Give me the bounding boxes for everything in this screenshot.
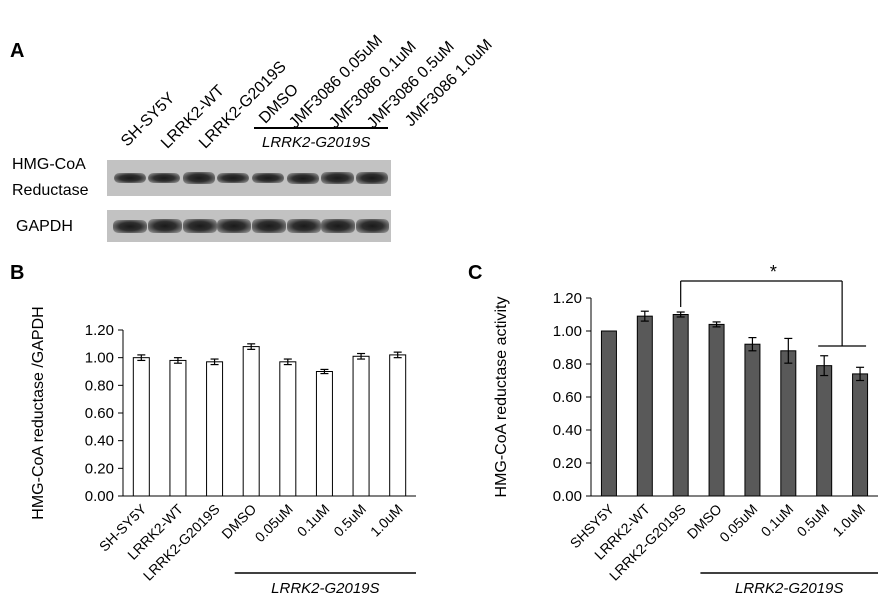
gapdh-blot	[107, 210, 391, 242]
group-bracket-line	[254, 127, 388, 129]
blot-row-label-hmg: HMG-CoA Reductase	[12, 156, 89, 199]
group-label: LRRK2-G2019S	[735, 580, 843, 597]
y-tick-label: 0.00	[85, 488, 114, 505]
bar	[816, 365, 833, 497]
bar	[744, 343, 761, 497]
y-tick-label: 0.20	[553, 455, 582, 472]
y-tick-label: 0.60	[85, 405, 114, 422]
blot-band	[287, 219, 321, 233]
y-tick-label: 1.20	[85, 322, 114, 339]
group-label: LRRK2-G2019S	[262, 134, 371, 151]
bar	[636, 315, 653, 497]
y-tick-label: 0.40	[85, 433, 114, 450]
blot-band	[148, 219, 182, 233]
blot-band	[321, 172, 354, 184]
blot-band	[148, 173, 180, 183]
blot-band	[252, 219, 286, 233]
blot-band	[321, 219, 355, 233]
bar	[708, 323, 725, 497]
y-tick-label: 0.80	[553, 356, 582, 373]
blot-row-label-gapdh: GAPDH	[16, 218, 73, 235]
bar	[852, 373, 869, 497]
blot-band	[183, 219, 217, 233]
blot-band	[356, 172, 388, 184]
x-tick-label: 0.5uM	[793, 501, 832, 540]
blot-band	[356, 219, 389, 233]
blot-band	[183, 172, 215, 184]
bar	[672, 314, 689, 497]
blot-band	[113, 220, 147, 233]
blot-band	[217, 219, 251, 233]
y-axis-label: HMG-CoA reductase activity	[493, 297, 510, 498]
y-tick-label: 0.40	[553, 422, 582, 439]
y-tick-label: 1.20	[553, 290, 582, 307]
y-tick-label: 1.00	[553, 323, 582, 340]
y-tick-label: 0.80	[85, 377, 114, 394]
y-tick-label: 0.60	[553, 389, 582, 406]
x-tick-label: 0.1uM	[758, 501, 797, 540]
blot-band	[287, 173, 319, 184]
y-axis-label: HMG-CoA reductase /GAPDH	[30, 306, 47, 519]
x-tick-label: 0.05uM	[716, 501, 760, 545]
x-tick-label: 1.0uM	[829, 501, 868, 540]
significance-star: *	[770, 262, 777, 282]
group-label: LRRK2-G2019S	[271, 580, 379, 597]
blot-band	[252, 173, 284, 183]
blot-band	[114, 173, 146, 183]
bar	[600, 330, 617, 497]
y-tick-label: 0.00	[553, 488, 582, 505]
bar	[780, 350, 797, 497]
y-tick-label: 0.20	[85, 460, 114, 477]
blot-band	[217, 173, 249, 183]
panel-c-label: C	[468, 262, 483, 284]
hmg-coa-blot	[107, 160, 391, 196]
panel-a-label: A	[10, 40, 25, 62]
y-tick-label: 1.00	[85, 350, 114, 367]
panel-b-label: B	[10, 262, 25, 284]
